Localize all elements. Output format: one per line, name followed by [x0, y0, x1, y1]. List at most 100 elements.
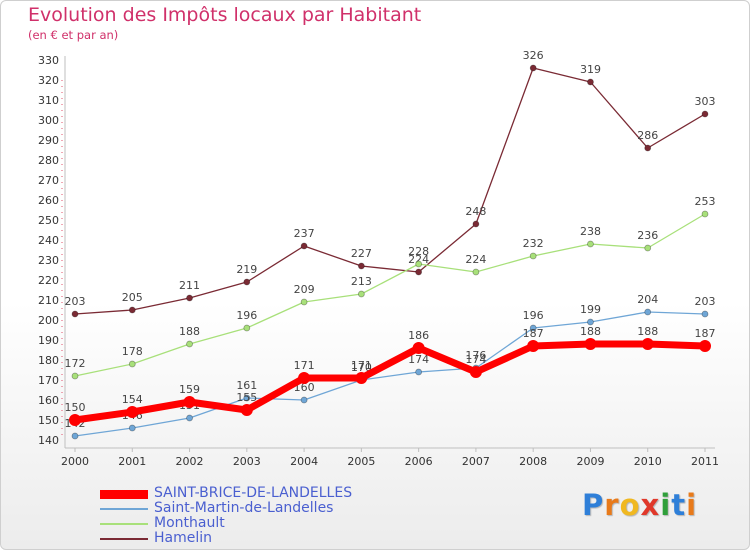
chart-subtitle: (en € et par an): [28, 28, 119, 42]
data-label: 174: [408, 353, 429, 366]
y-tick-label: 240: [38, 234, 59, 247]
data-label: 204: [637, 293, 658, 306]
logo-letter: P: [582, 488, 605, 522]
data-point: [128, 360, 136, 368]
data-label: 286: [637, 129, 658, 142]
data-label: 186: [408, 329, 429, 342]
data-point: [644, 308, 652, 316]
x-tick-label: 2000: [61, 455, 89, 468]
data-point: [587, 78, 594, 86]
x-tick-label: 2007: [462, 455, 490, 468]
y-tick-label: 180: [38, 354, 59, 367]
data-label: 188: [580, 325, 601, 338]
data-label: 236: [637, 229, 658, 242]
x-tick-label: 2001: [118, 455, 146, 468]
data-label: 161: [236, 379, 257, 392]
data-point: [183, 396, 196, 408]
data-point: [126, 406, 139, 418]
legend-label: SAINT-BRICE-DE-LANDELLES: [154, 485, 353, 501]
y-tick-label: 290: [38, 134, 59, 147]
logo-letter: r: [604, 488, 620, 522]
x-tick-label: 2011: [691, 455, 719, 468]
y-tick-label: 220: [38, 274, 59, 287]
data-label: 228: [408, 245, 429, 258]
data-label: 171: [294, 359, 315, 372]
data-point: [469, 366, 482, 378]
y-tick-label: 200: [38, 314, 59, 327]
data-point: [71, 310, 79, 318]
data-label: 176: [465, 349, 486, 362]
logo-letter: i: [686, 488, 698, 522]
y-tick-label: 230: [38, 254, 59, 267]
legend-label: Monthault: [154, 515, 225, 531]
y-tick-label: 210: [38, 294, 59, 307]
data-point: [415, 268, 423, 276]
data-point: [701, 210, 709, 218]
data-label: 172: [65, 357, 86, 370]
data-point: [240, 404, 253, 416]
legend-swatch: [100, 523, 148, 525]
data-label: 178: [122, 345, 143, 358]
data-label: 211: [179, 279, 200, 292]
data-point: [243, 278, 251, 286]
x-tick-label: 2008: [519, 455, 547, 468]
series-line: [74, 213, 706, 377]
data-point: [644, 244, 652, 252]
data-label: 188: [637, 325, 658, 338]
data-label: 196: [523, 309, 544, 322]
data-point: [71, 372, 79, 380]
chart-title: Evolution des Impôts locaux par Habitant: [28, 4, 422, 26]
x-tick-label: 2003: [233, 455, 261, 468]
data-point: [587, 318, 594, 326]
y-tick-label: 160: [38, 394, 59, 407]
data-label: 326: [523, 49, 544, 62]
data-label: 203: [65, 295, 86, 308]
legend-label: Saint-Martin-de-Landelles: [154, 500, 334, 516]
legend-swatch: [100, 538, 148, 540]
data-point: [298, 372, 311, 384]
data-point: [415, 368, 423, 376]
x-tick-label: 2002: [176, 455, 204, 468]
data-label: 238: [580, 225, 601, 238]
data-point: [699, 340, 711, 352]
data-label: 248: [465, 205, 486, 218]
data-label: 232: [523, 237, 544, 250]
data-label: 209: [294, 283, 315, 296]
data-label: 205: [122, 291, 143, 304]
y-tick-label: 280: [38, 154, 59, 167]
proxiti-logo: Proxiti: [582, 488, 697, 522]
data-label: 155: [236, 391, 257, 404]
data-label: 154: [122, 393, 143, 406]
y-tick-label: 150: [38, 414, 59, 427]
y-tick-label: 310: [38, 94, 59, 107]
y-tick-label: 190: [38, 334, 59, 347]
data-point: [243, 324, 251, 332]
data-point: [69, 414, 81, 426]
series-line: [74, 67, 706, 315]
data-point: [529, 324, 537, 332]
data-point: [186, 340, 193, 348]
data-point: [357, 290, 365, 298]
data-label: 187: [695, 327, 716, 340]
data-point: [71, 432, 79, 440]
logo-letter: o: [619, 488, 641, 522]
x-tick-label: 2006: [405, 455, 433, 468]
data-label: 237: [294, 227, 315, 240]
y-tick-label: 250: [38, 214, 59, 227]
legend-swatch: [100, 489, 148, 499]
y-tick-label: 140: [38, 434, 59, 447]
logo-letter: t: [671, 488, 687, 522]
data-point: [186, 414, 193, 422]
y-tick-label: 320: [38, 74, 59, 87]
data-point: [641, 338, 654, 350]
series-line: [71, 340, 709, 424]
x-tick-label: 2009: [576, 455, 604, 468]
data-label: 170: [351, 361, 372, 374]
x-tick-label: 2010: [634, 455, 662, 468]
data-label: 196: [236, 309, 257, 322]
logo-letter: x: [640, 488, 661, 522]
data-label: 227: [351, 247, 372, 260]
data-label: 213: [351, 275, 372, 288]
data-point: [701, 310, 709, 318]
data-label: 253: [695, 195, 716, 208]
